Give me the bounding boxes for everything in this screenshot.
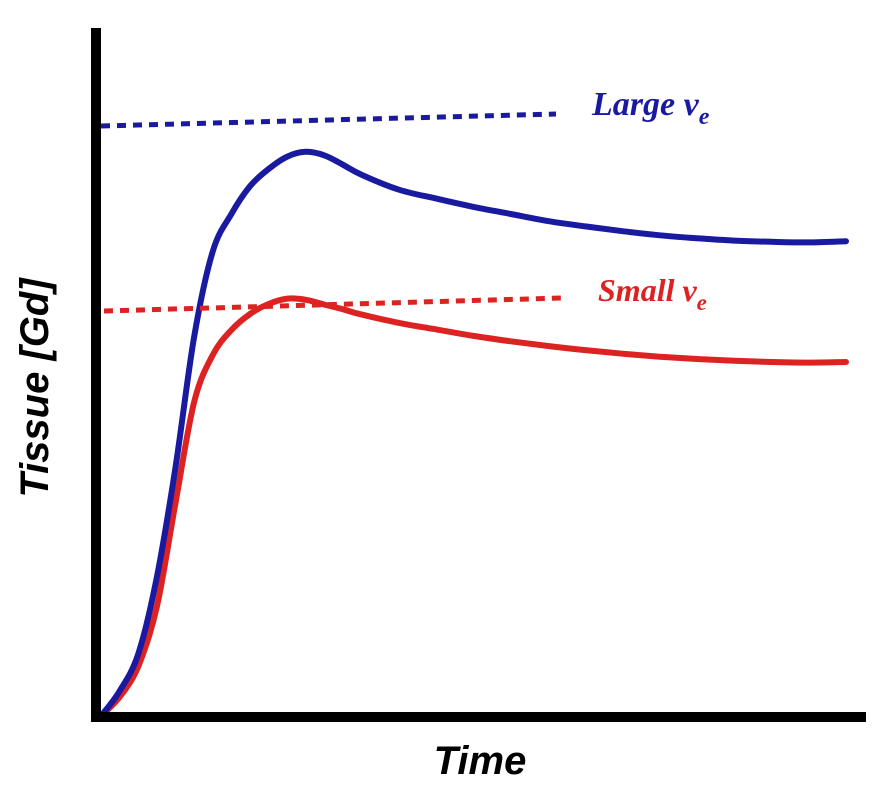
series-label-1: Small ve — [598, 272, 707, 315]
series-subscript-1: e — [697, 290, 707, 315]
reference-line-1 — [103, 295, 563, 314]
series-line-0 — [98, 148, 849, 719]
series-label-0: Large ve — [591, 86, 710, 130]
y-axis-label: Tissue [Gd] — [13, 277, 57, 498]
reference-line-0 — [100, 111, 557, 129]
series-subscript-0: e — [699, 104, 710, 130]
reference-lines — [100, 111, 563, 314]
series-layer — [98, 148, 849, 719]
x-axis-label: Time — [434, 739, 527, 783]
series-name-1: Small v — [598, 272, 697, 308]
series-name-0: Large v — [591, 86, 700, 123]
series-line-1 — [98, 295, 849, 719]
